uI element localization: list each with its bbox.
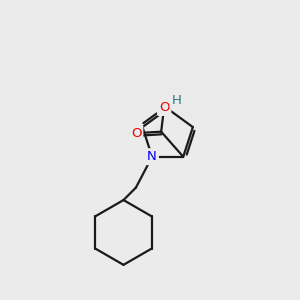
Text: O: O — [131, 127, 141, 140]
Text: N: N — [147, 150, 157, 163]
Text: H: H — [172, 94, 182, 107]
Text: O: O — [159, 101, 169, 114]
